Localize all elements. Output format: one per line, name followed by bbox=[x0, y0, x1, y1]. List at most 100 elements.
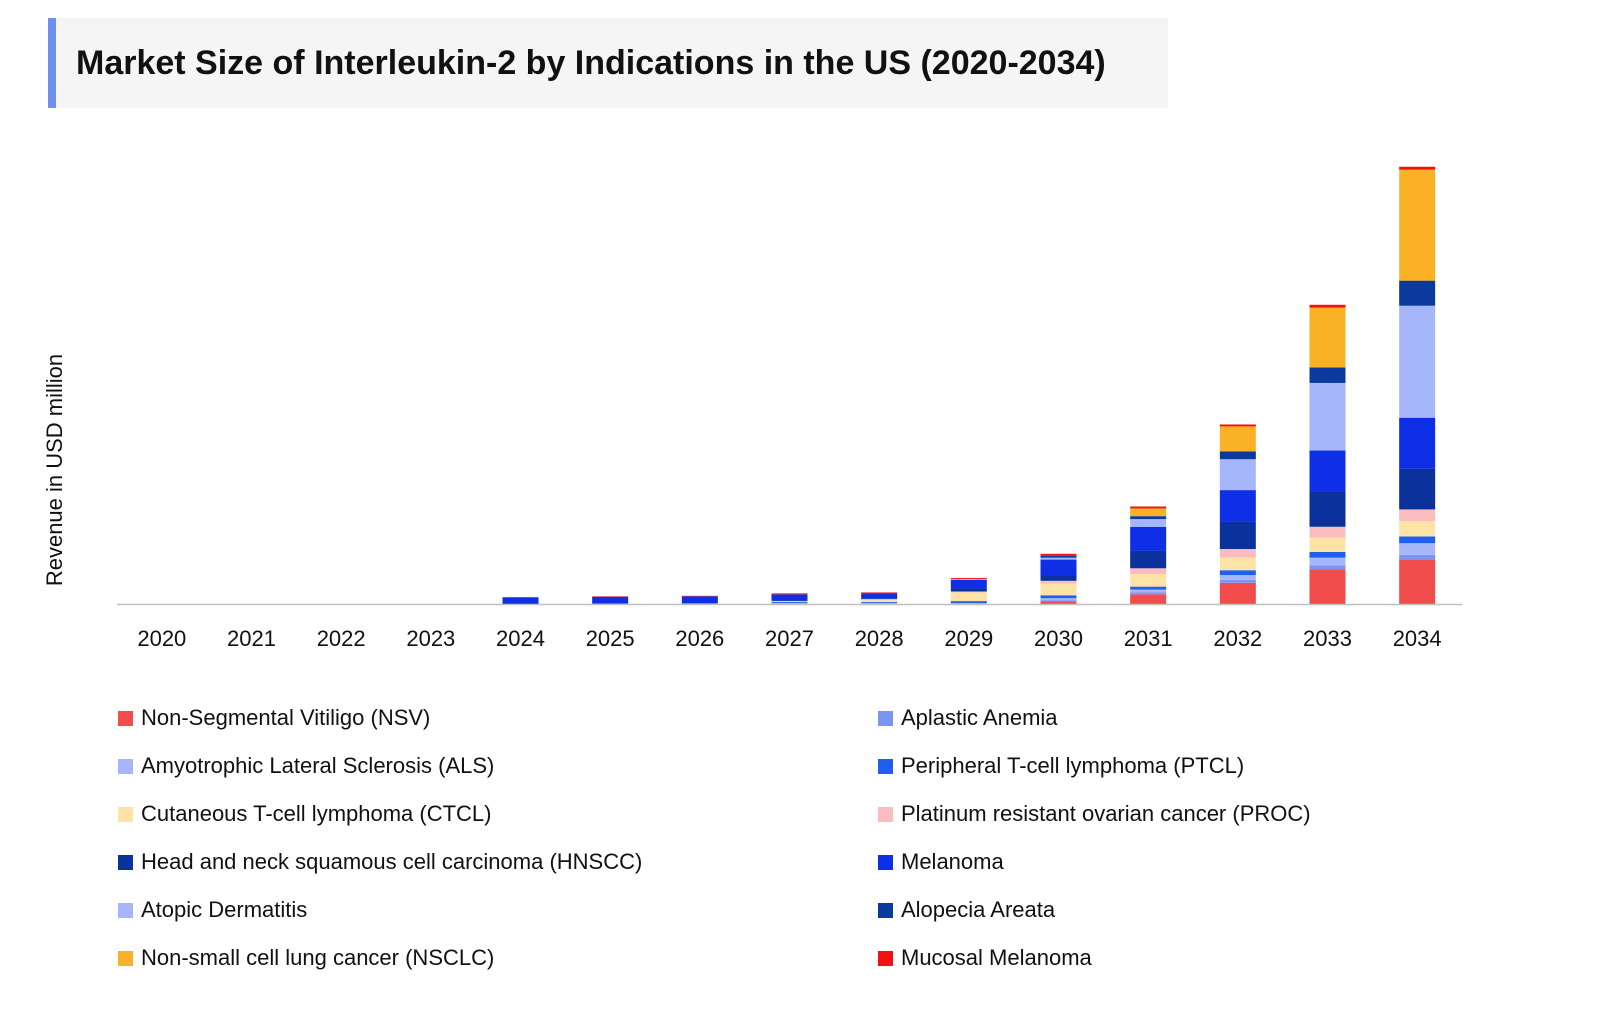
legend-item: Cutaneous T-cell lymphoma (CTCL) bbox=[118, 799, 492, 829]
legend-swatch bbox=[878, 950, 893, 966]
legend-label: Alopecia Areata bbox=[901, 897, 1056, 922]
legend-item: Non-small cell lung cancer (NSCLC) bbox=[118, 943, 494, 973]
legend-item: Aplastic Anemia bbox=[878, 703, 1058, 733]
x-tick-label: 2034 bbox=[1393, 626, 1442, 651]
bar-segment-2030-s9 bbox=[1040, 555, 1077, 558]
bar-segment-2029-s11 bbox=[950, 577, 987, 579]
bar-segment-2033-s5 bbox=[1309, 526, 1346, 538]
bar-segment-2029-s7 bbox=[950, 579, 987, 589]
bar-segment-2034-s8 bbox=[1399, 305, 1436, 418]
chart-title: Market Size of Interleukin-2 by Indicati… bbox=[76, 44, 1106, 82]
bar-segment-2031-s7 bbox=[1130, 526, 1167, 551]
title-accent-bar bbox=[48, 18, 56, 108]
x-tick-label: 2030 bbox=[1034, 626, 1083, 651]
bar-segment-2031-s3 bbox=[1130, 586, 1167, 590]
bar-segment-2026-s7 bbox=[681, 596, 718, 604]
legend-label: Head and neck squamous cell carcinoma (H… bbox=[141, 849, 643, 874]
bar-segment-2029-s4 bbox=[950, 592, 987, 602]
legend-item: Platinum resistant ovarian cancer (PROC) bbox=[878, 799, 1311, 829]
x-tick-label: 2027 bbox=[765, 626, 814, 651]
legend-swatch bbox=[118, 854, 133, 870]
bar-segment-2028-s2 bbox=[861, 603, 898, 604]
bar-segment-2032-s11 bbox=[1219, 424, 1256, 427]
chart-title-box: Market Size of Interleukin-2 by Indicati… bbox=[48, 18, 1168, 108]
bar-segment-2027-s2 bbox=[771, 603, 808, 604]
bar-segment-2033-s0 bbox=[1309, 569, 1346, 604]
bar-segment-2029-s5 bbox=[950, 591, 987, 593]
bar-segment-2033-s1 bbox=[1309, 565, 1346, 570]
bar-segment-2030-s0 bbox=[1040, 601, 1077, 604]
bar-segment-2030-s8 bbox=[1040, 557, 1077, 560]
bar-segment-2031-s11 bbox=[1130, 506, 1167, 509]
bar-segment-2033-s11 bbox=[1309, 304, 1346, 308]
bar-segment-2031-s6 bbox=[1130, 550, 1167, 569]
x-tick-label: 2032 bbox=[1213, 626, 1262, 651]
legend-item: Peripheral T-cell lymphoma (PTCL) bbox=[878, 751, 1244, 781]
legend-swatch bbox=[878, 902, 893, 918]
legend-swatch bbox=[878, 806, 893, 822]
bar-segment-2030-s5 bbox=[1040, 580, 1077, 584]
bar-segment-2033-s7 bbox=[1309, 450, 1346, 492]
bar-segment-2034-s1 bbox=[1399, 554, 1436, 560]
bar-segment-2032-s2 bbox=[1219, 575, 1256, 580]
bar-segment-2030-s1 bbox=[1040, 600, 1077, 602]
bar-segment-2034-s10 bbox=[1399, 169, 1436, 281]
bar-segment-2032-s0 bbox=[1219, 582, 1256, 604]
legend-label: Amyotrophic Lateral Sclerosis (ALS) bbox=[141, 753, 495, 778]
legend-swatch bbox=[118, 950, 133, 966]
bar-segment-2029-s8 bbox=[950, 578, 987, 580]
bar-segment-2030-s3 bbox=[1040, 595, 1077, 599]
bar-segment-2027-s7 bbox=[771, 594, 808, 601]
legend-label: Atopic Dermatitis bbox=[141, 897, 308, 922]
bar-segment-2028-s4 bbox=[861, 599, 898, 603]
legend-label: Non-Segmental Vitiligo (NSV) bbox=[141, 705, 431, 730]
legend-item: Alopecia Areata bbox=[878, 895, 1055, 925]
bar-segment-2031-s4 bbox=[1130, 574, 1167, 587]
legend-label: Peripheral T-cell lymphoma (PTCL) bbox=[901, 753, 1245, 778]
bar-segment-2027-s4 bbox=[771, 601, 808, 603]
legend-label: Mucosal Melanoma bbox=[901, 945, 1092, 970]
bar-segment-2029-s6 bbox=[950, 588, 987, 592]
bar-segment-2031-s1 bbox=[1130, 592, 1167, 595]
bar-segment-2032-s8 bbox=[1219, 459, 1256, 491]
bar-segment-2032-s5 bbox=[1219, 548, 1256, 558]
bar-segment-2034-s7 bbox=[1399, 417, 1436, 469]
legend-item: Mucosal Melanoma bbox=[878, 943, 1092, 973]
bar-segment-2029-s2 bbox=[950, 603, 987, 604]
bar-segment-2033-s8 bbox=[1309, 382, 1346, 451]
bar-segment-2034-s5 bbox=[1399, 509, 1436, 521]
bar-segment-2033-s9 bbox=[1309, 367, 1346, 383]
bar-segment-2032-s7 bbox=[1219, 490, 1256, 522]
legend-label: Non-small cell lung cancer (NSCLC) bbox=[141, 945, 495, 970]
bar-segment-2029-s3 bbox=[950, 601, 987, 604]
bar-segment-2031-s5 bbox=[1130, 568, 1167, 575]
legend-item: Amyotrophic Lateral Sclerosis (ALS) bbox=[118, 751, 494, 781]
bar-segment-2034-s2 bbox=[1399, 543, 1436, 555]
bar-segment-2033-s10 bbox=[1309, 307, 1346, 368]
bar-segment-2024-s7 bbox=[502, 597, 539, 604]
stacked-bar-chart: 2020 2021 2022 2023 2024 2025 2026 2027 2028 2029… bbox=[117, 166, 1462, 651]
bar-segment-2030-s6 bbox=[1040, 575, 1077, 581]
legend-swatch bbox=[118, 758, 133, 774]
x-tick-label: 2020 bbox=[137, 626, 186, 651]
x-tick-label: 2028 bbox=[855, 626, 904, 651]
bar-segment-2031-s10 bbox=[1130, 508, 1167, 517]
x-tick-label: 2026 bbox=[675, 626, 724, 651]
bar-segment-2034-s3 bbox=[1399, 536, 1436, 544]
legend-label: Melanoma bbox=[901, 849, 1004, 874]
bar-segment-2030-s2 bbox=[1040, 598, 1077, 601]
legend-swatch bbox=[878, 758, 893, 774]
x-tick-label: 2031 bbox=[1124, 626, 1173, 651]
bar-segment-2028-s7 bbox=[861, 593, 898, 599]
bar-segment-2032-s6 bbox=[1219, 521, 1256, 549]
legend-item: Atopic Dermatitis bbox=[118, 895, 307, 925]
bar-segment-2033-s4 bbox=[1309, 537, 1346, 552]
x-tick-label: 2033 bbox=[1303, 626, 1352, 651]
x-tick-label: 2022 bbox=[317, 626, 366, 651]
legend-item: Head and neck squamous cell carcinoma (H… bbox=[118, 847, 642, 877]
legend-swatch bbox=[118, 710, 133, 726]
bar-segment-2034-s6 bbox=[1399, 468, 1436, 510]
bar-segment-2030-s7 bbox=[1040, 559, 1077, 576]
bar-segment-2033-s3 bbox=[1309, 551, 1346, 558]
bar-segment-2031-s8 bbox=[1130, 519, 1167, 527]
